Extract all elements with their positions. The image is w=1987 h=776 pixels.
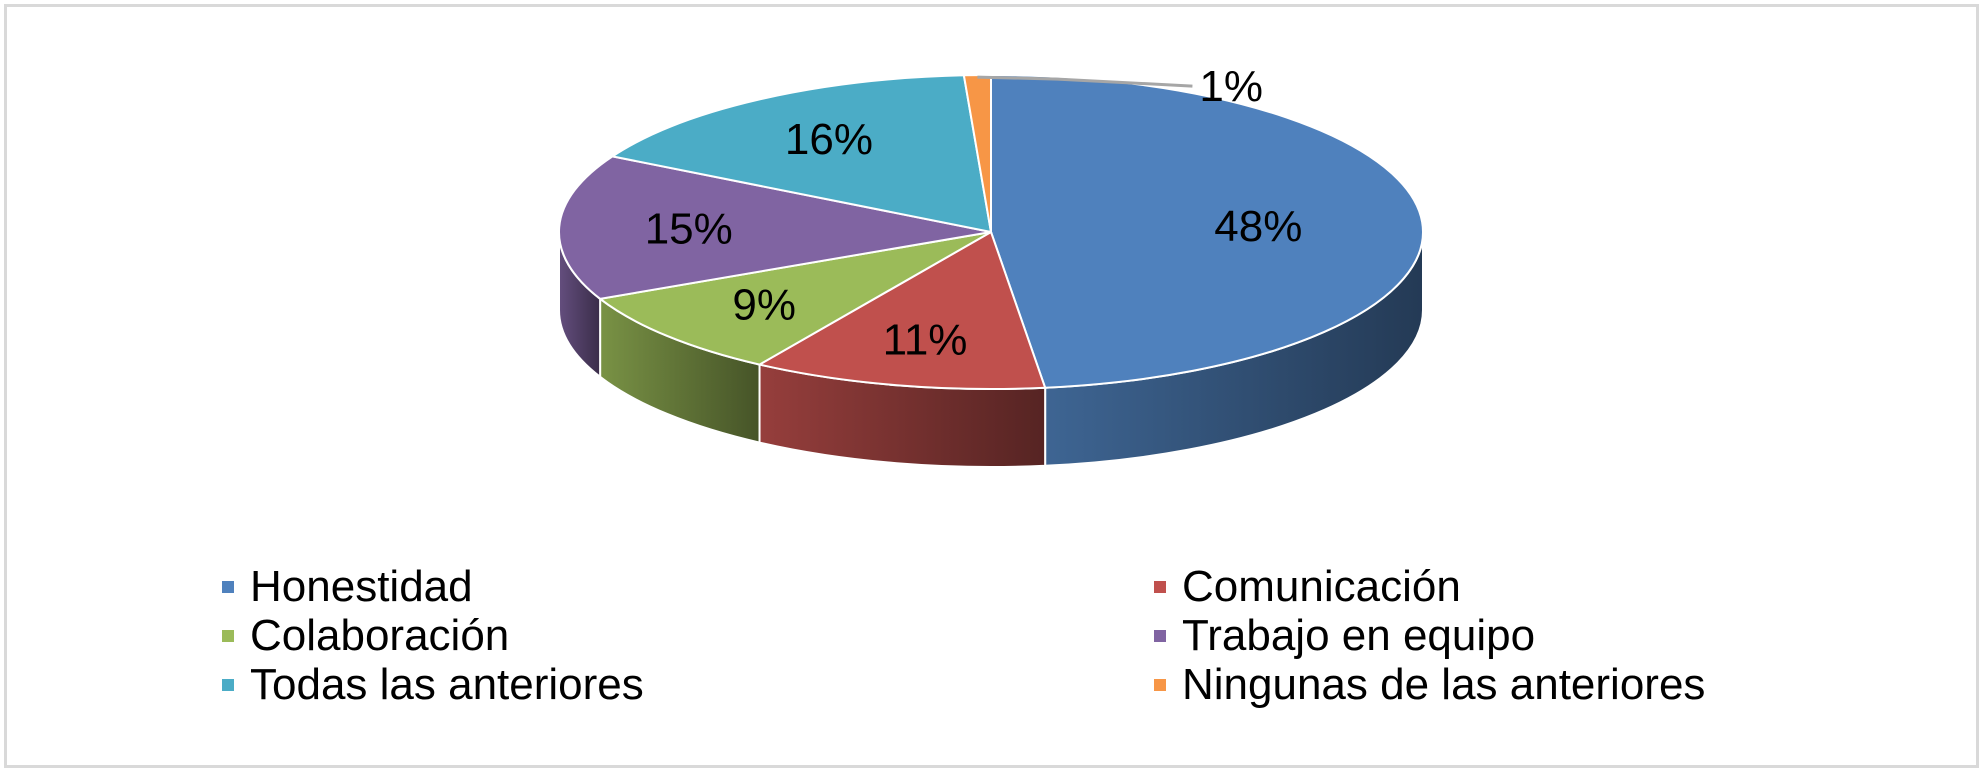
pie-slices — [558, 73, 1424, 390]
data-label-colaboración: 9% — [732, 281, 796, 330]
legend-label: Trabajo en equipo — [1182, 611, 1536, 660]
data-labels: 48% 11% 9% 15% 16% 1% — [645, 62, 1303, 364]
legend-item-colaboración: Colaboración — [222, 612, 509, 660]
legend-swatch — [1154, 630, 1166, 642]
legend-label: Honestidad — [250, 562, 473, 611]
pie-slice-colaboración — [597, 231, 992, 366]
leader-lines — [977, 75, 1193, 88]
data-label-trabajo-en-equipo: 15% — [645, 205, 733, 254]
legend-item-todas-las-anteriores: Todas las anteriores — [222, 661, 644, 709]
legend-label: Comunicación — [1182, 562, 1461, 611]
legend-label: Ningunas de las anteriores — [1182, 660, 1706, 709]
legend-swatch — [222, 581, 234, 593]
legend-label: Todas las anteriores — [250, 660, 644, 709]
pie-slice-trabajo-en-equipo — [558, 155, 992, 300]
legend-item-trabajo-en-equipo: Trabajo en equipo — [1154, 612, 1535, 660]
legend-item-comunicación: Comunicación — [1154, 563, 1461, 611]
legend-swatch — [1154, 679, 1166, 691]
pie-slice-todas-las-anteriores — [609, 74, 993, 234]
pie-slice-comunicación — [756, 230, 1047, 390]
legend-swatch — [222, 679, 234, 691]
pie-chart: 48% 11% 9% 15% 16% 1% — [558, 62, 1424, 468]
pie-slice-honestidad — [990, 73, 1424, 389]
data-label-honestidad: 48% — [1214, 202, 1302, 251]
data-label-ningunas-de-las-anteriores: 1% — [1199, 62, 1263, 111]
legend-item-ningunas-de-las-anteriores: Ningunas de las anteriores — [1154, 661, 1705, 709]
pie-slice-ningunas-de-las-anteriores — [962, 73, 992, 233]
chart-frame: 48% 11% 9% 15% 16% 1% — [4, 4, 1979, 768]
legend-swatch — [1154, 581, 1166, 593]
leader-line — [977, 75, 1193, 88]
data-label-todas-las-anteriores: 16% — [785, 115, 873, 164]
legend-swatch — [222, 630, 234, 642]
legend-item-honestidad: Honestidad — [222, 563, 473, 611]
legend-label: Colaboración — [250, 611, 510, 660]
data-label-comunicación: 11% — [883, 315, 968, 364]
